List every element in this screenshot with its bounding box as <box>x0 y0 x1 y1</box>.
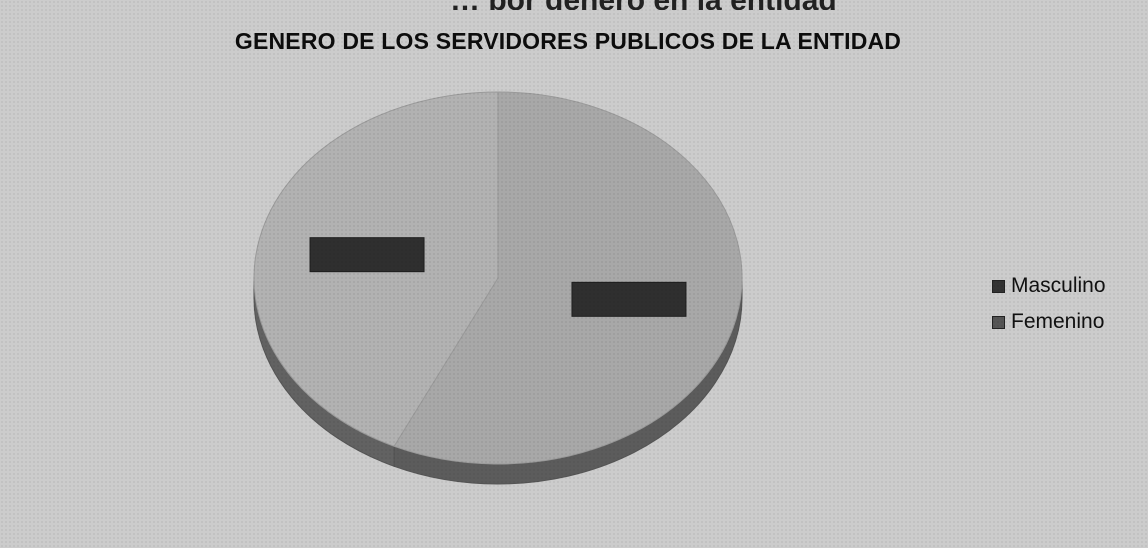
legend-swatch-masculino <box>992 279 1005 293</box>
legend-item-femenino: Femenino <box>992 304 1148 340</box>
legend-item-masculino: Masculino <box>992 268 1148 304</box>
cut-off-heading: … por género en la entidad <box>450 0 1010 10</box>
chart-title-text: GENERO DE LOS SERVIDORES PUBLICOS DE LA … <box>234 28 902 54</box>
legend: Masculino Femenino <box>992 268 1148 340</box>
chart-title: GENERO DE LOS SERVIDORES PUBLICOS DE LA … <box>0 28 1148 55</box>
legend-swatch-femenino <box>992 315 1005 329</box>
pie-slice-masculino <box>393 91 743 465</box>
data-label-box-masculino <box>571 281 687 317</box>
legend-label-femenino: Femenino <box>1011 310 1105 333</box>
cut-heading-end: en la entidad <box>653 0 836 10</box>
legend-label-masculino: Masculino <box>1011 274 1106 297</box>
cut-heading-prefix: … <box>450 0 480 10</box>
cut-heading-mid: por género <box>488 0 645 10</box>
data-label-box-femenino <box>309 237 425 273</box>
